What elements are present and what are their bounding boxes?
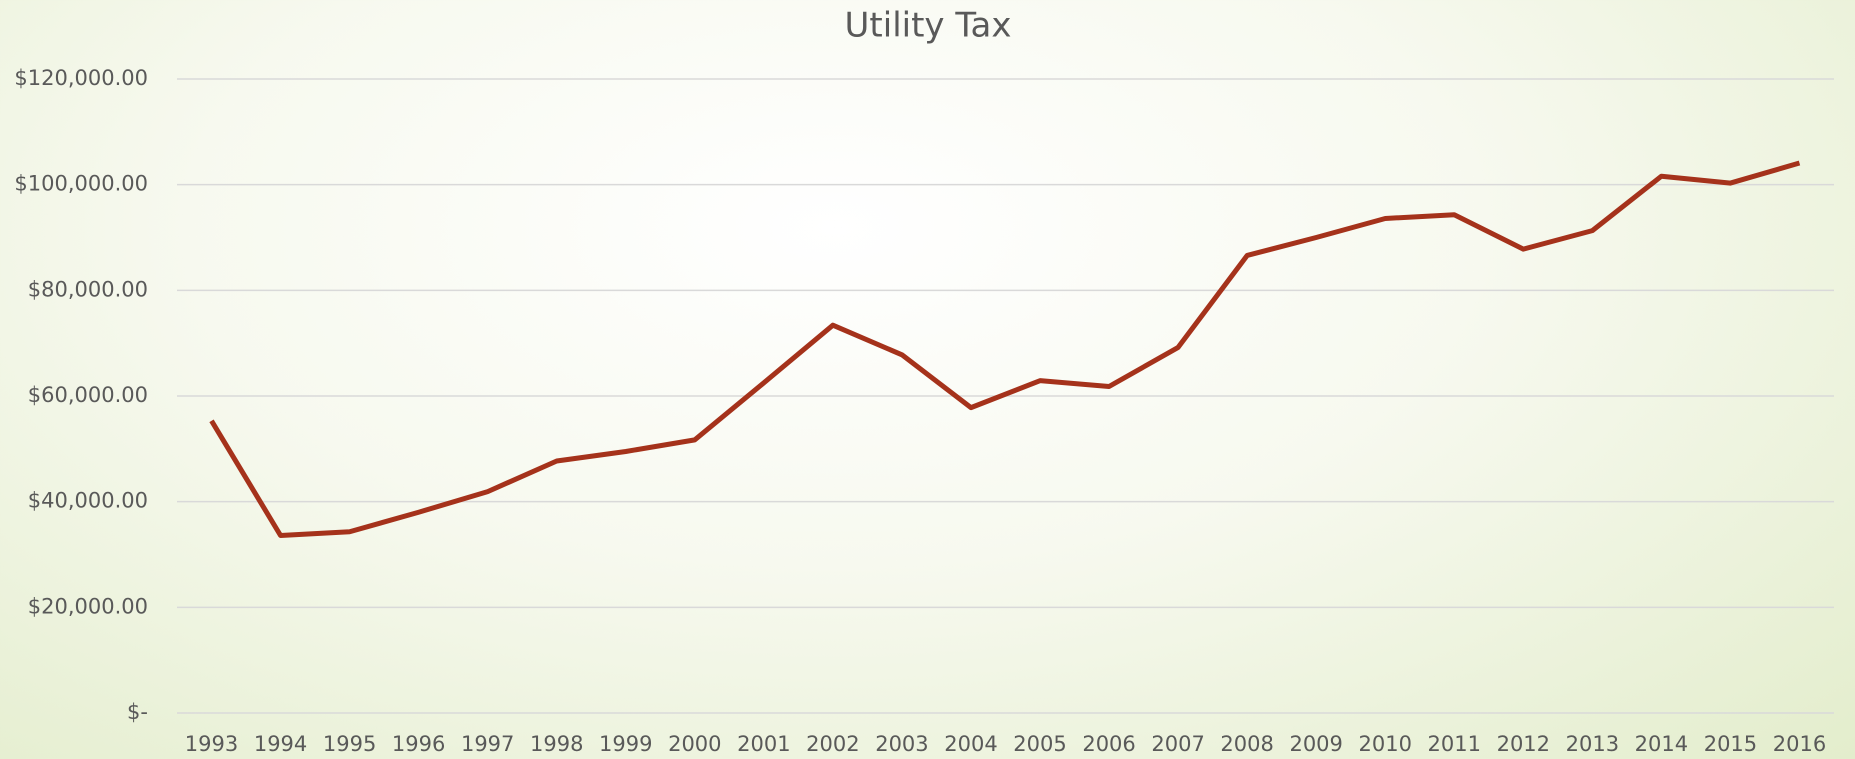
x-tick-label: 1999 <box>599 732 652 756</box>
line-series <box>209 160 1801 538</box>
x-tick-label: 2000 <box>668 732 721 756</box>
x-tick-label: 2015 <box>1704 732 1757 756</box>
x-tick-label: 1998 <box>530 732 583 756</box>
x-tick-label: 2011 <box>1428 732 1481 756</box>
x-tick-label: 2012 <box>1497 732 1550 756</box>
y-tick-label: $20,000.00 <box>28 594 148 618</box>
x-tick-label: 2007 <box>1151 732 1204 756</box>
x-tick-label: 2005 <box>1013 732 1066 756</box>
x-tick-label: 2010 <box>1359 732 1412 756</box>
y-tick-label: $80,000.00 <box>28 277 148 301</box>
y-tick-label: $40,000.00 <box>28 489 148 513</box>
x-tick-label: 2008 <box>1220 732 1273 756</box>
x-tick-label: 2003 <box>875 732 928 756</box>
x-tick-label: 2002 <box>806 732 859 756</box>
x-tick-label: 2004 <box>944 732 997 756</box>
y-tick-label: $100,000.00 <box>14 172 148 196</box>
x-tick-label: 2013 <box>1566 732 1619 756</box>
x-tick-label: 1997 <box>461 732 514 756</box>
chart-title: Utility Tax <box>845 6 1012 46</box>
y-tick-label: $- <box>127 700 148 724</box>
x-tick-label: 1993 <box>185 732 238 756</box>
x-tick-label: 1996 <box>392 732 445 756</box>
x-tick-label: 2001 <box>737 732 790 756</box>
x-tick-label: 1995 <box>323 732 376 756</box>
y-tick-label: $60,000.00 <box>28 383 148 407</box>
x-tick-label: 2016 <box>1773 732 1826 756</box>
x-tick-label: 2009 <box>1289 732 1342 756</box>
x-tick-label: 2014 <box>1635 732 1688 756</box>
x-tick-label: 2006 <box>1082 732 1135 756</box>
x-tick-label: 1994 <box>254 732 307 756</box>
y-tick-label: $120,000.00 <box>14 66 148 90</box>
